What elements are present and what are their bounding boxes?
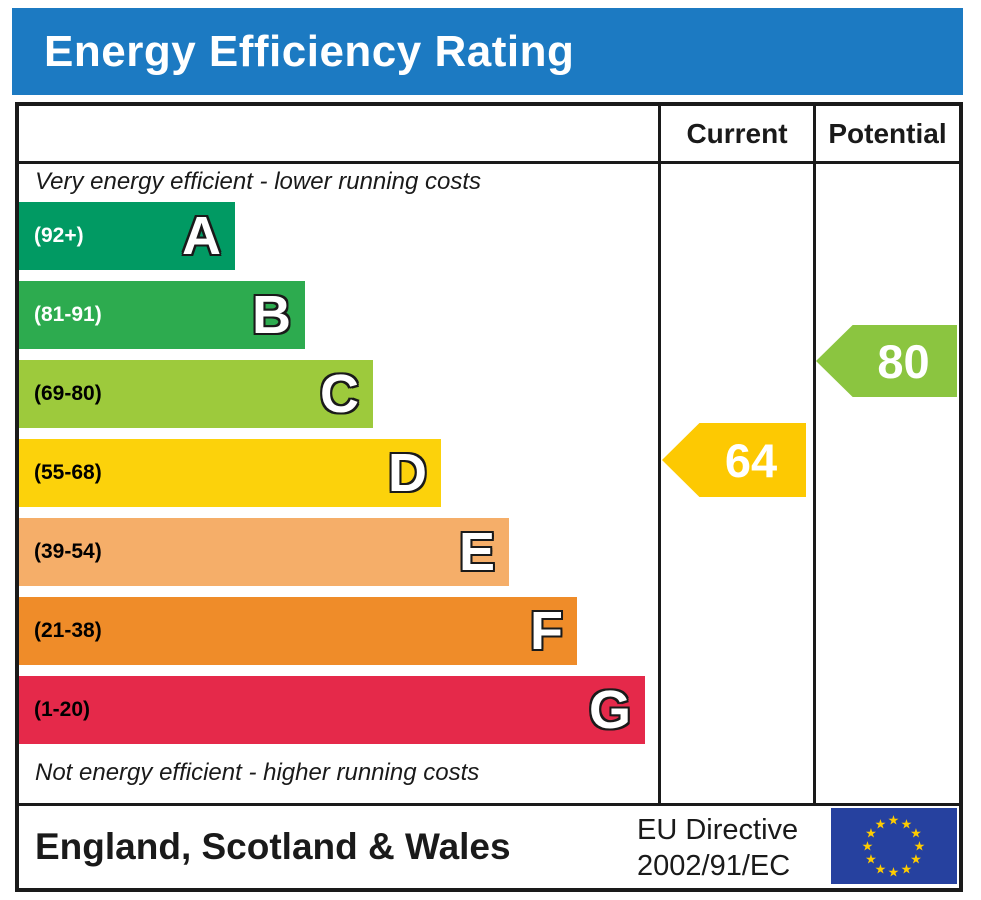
title-bar: Energy Efficiency Rating — [12, 8, 963, 95]
rating-table: Current Potential Very energy efficient … — [15, 102, 963, 892]
band-a-range-label: (92+) — [34, 224, 84, 247]
current-rating-arrow: 64 — [662, 423, 806, 497]
page-title: Energy Efficiency Rating — [44, 26, 575, 76]
eu-star-icon: ★ — [900, 862, 913, 877]
bottom-note: Not energy efficient - higher running co… — [35, 759, 480, 786]
eu-star-icon: ★ — [865, 826, 877, 842]
top-note: Very energy efficient - lower running co… — [35, 168, 481, 195]
band-g-range-label: (1-20) — [34, 698, 91, 721]
header-divider — [19, 161, 959, 164]
eu-star-icon: ★ — [910, 826, 922, 842]
band-d: (55-68) D — [19, 439, 441, 507]
potential-rating-arrow: 80 — [816, 325, 957, 397]
band-e-letter: E — [458, 522, 495, 582]
band-f-range-label: (21-38) — [34, 619, 102, 642]
eu-directive-line1: EU Directive — [637, 814, 799, 846]
eu-star-icon: ★ — [861, 839, 874, 855]
potential-rating-value: 80 — [877, 334, 930, 388]
band-a: (92+) A — [19, 202, 235, 270]
band-g: (1-20) G — [19, 676, 645, 744]
band-e: (39-54) E — [19, 518, 509, 586]
current-rating-value: 64 — [724, 433, 778, 487]
column-divider-potential — [813, 106, 816, 806]
band-d-letter: D — [388, 443, 427, 503]
band-a-letter: A — [182, 206, 221, 266]
potential-header-cell: Potential — [828, 118, 947, 149]
eu-star-icon: ★ — [874, 862, 887, 877]
band-d-range-label: (55-68) — [34, 461, 102, 484]
band-b-range-label: (81-91) — [34, 303, 102, 326]
eu-star-icon: ★ — [865, 852, 877, 868]
eu-star-icon: ★ — [874, 817, 887, 832]
band-f: (21-38) F — [19, 597, 577, 665]
band-c: (69-80) C — [19, 360, 373, 428]
footer-divider — [19, 803, 959, 806]
current-header-cell: Current — [686, 118, 788, 149]
band-c-letter: C — [320, 364, 359, 424]
column-divider-current — [658, 106, 661, 806]
eu-star-icon: ★ — [887, 813, 900, 829]
eu-star-icon: ★ — [887, 865, 900, 881]
eu-flag: ★ ★ ★ ★ ★ ★ ★ ★ ★ ★ ★ ★ — [831, 808, 957, 884]
eu-directive-line2: 2002/91/EC — [637, 850, 791, 882]
band-e-range-label: (39-54) — [34, 540, 102, 563]
band-c-range-label: (69-80) — [34, 382, 102, 405]
band-b: (81-91) B — [19, 281, 305, 349]
band-f-letter: F — [530, 601, 563, 661]
eu-star-icon: ★ — [900, 817, 913, 832]
band-b-letter: B — [252, 285, 291, 345]
eu-star-icon: ★ — [910, 852, 922, 868]
eu-directive-label: EU Directive 2002/91/EC — [637, 812, 798, 884]
eu-star-icon: ★ — [913, 839, 926, 855]
region-label: England, Scotland & Wales — [35, 826, 511, 867]
band-g-letter: G — [588, 680, 631, 740]
